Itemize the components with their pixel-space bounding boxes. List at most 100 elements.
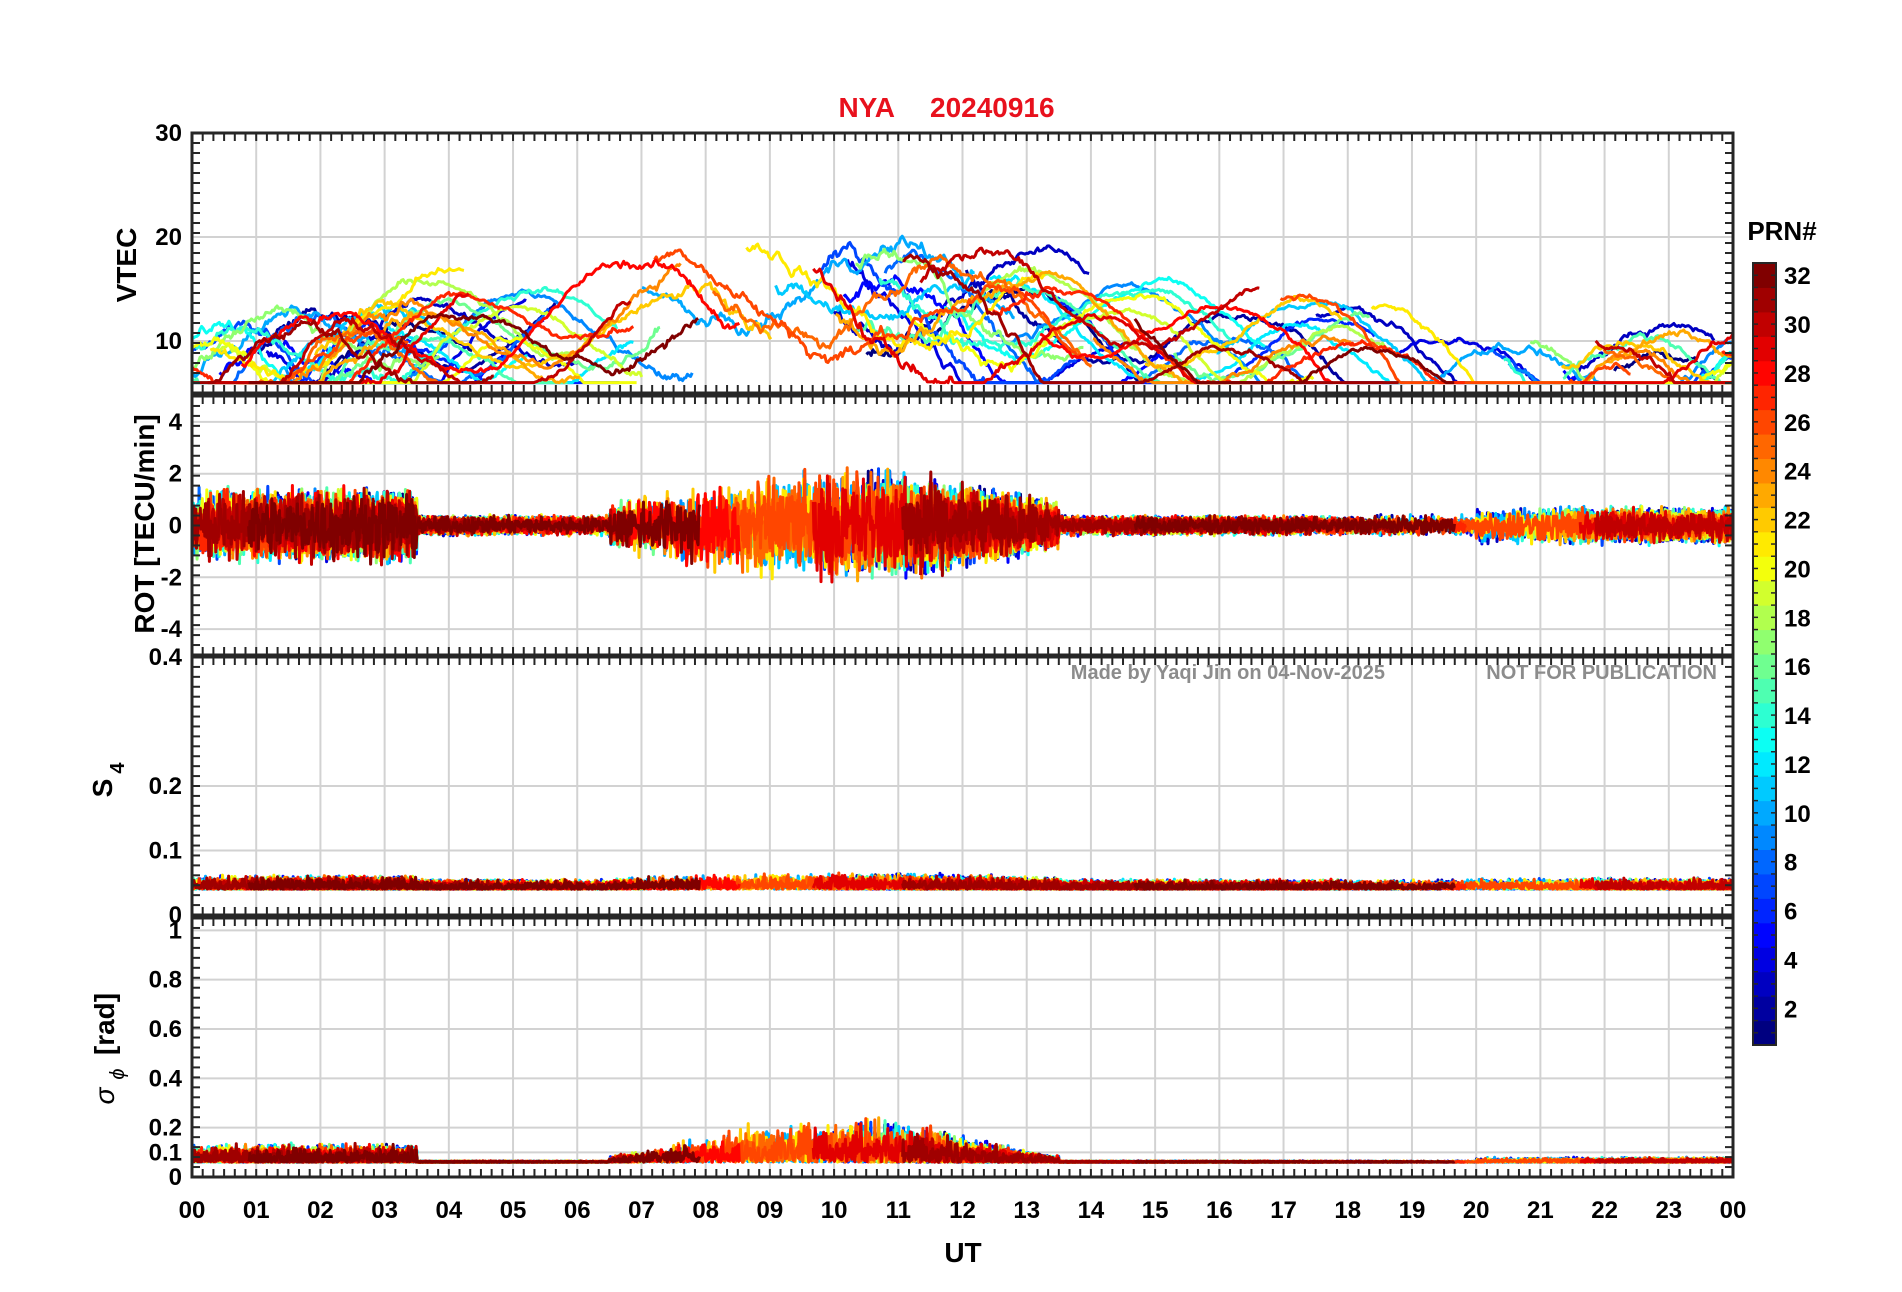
x-tick-label: 09	[757, 1197, 784, 1224]
rot-ylabel: ROT [TECU/min]	[129, 414, 160, 633]
x-tick-label: 23	[1655, 1197, 1682, 1224]
s4-ytick-label: 0.4	[149, 644, 183, 671]
s4-series-prn-32	[247, 874, 701, 891]
rot-series-prn-32	[247, 493, 701, 566]
x-tick-label: 17	[1270, 1197, 1297, 1224]
vtec-series-prn-30	[1594, 339, 1733, 385]
sigma-ytick-label: 1	[169, 917, 182, 944]
colorbar-swatch-prn-15	[1753, 678, 1776, 704]
colorbar-swatch-prn-11	[1753, 776, 1776, 802]
x-tick-label: 12	[949, 1197, 976, 1224]
colorbar-swatch-prn-28	[1753, 360, 1776, 386]
vtec-series-prn-17	[192, 304, 441, 373]
colorbar-tick-label: 26	[1784, 410, 1811, 437]
x-tick-label: 00	[179, 1197, 206, 1224]
colorbar-tick-label: 30	[1784, 312, 1811, 339]
vtec-series-prn-31	[902, 253, 1399, 385]
sigma-ytick-label: 0.2	[149, 1115, 182, 1142]
x-tick-label: 15	[1142, 1197, 1169, 1224]
vtec-series-prn-28	[240, 258, 741, 374]
colorbar-label: PRN#	[1747, 216, 1817, 246]
x-axis-label: UT	[944, 1237, 981, 1268]
vtec-series-prn-11	[774, 269, 975, 321]
vtec-series-prn-29	[1580, 333, 1733, 385]
colorbar-tick-label: 24	[1784, 459, 1811, 486]
colorbar-tick-label: 20	[1784, 556, 1811, 583]
colorbar-swatch-prn-21	[1753, 531, 1776, 557]
vtec-series-prn-27	[991, 285, 1465, 385]
x-tick-label: 19	[1399, 1197, 1426, 1224]
vtec-series-prn-32	[248, 312, 699, 385]
s4-ytick-label: 0	[169, 902, 182, 929]
rot-minor-ticks	[191, 395, 1734, 656]
colorbar-swatch-prn-31	[1753, 287, 1776, 313]
sigma-ylabel: σ ϕ [rad]	[89, 993, 129, 1105]
sigma-ytick-label: 0	[169, 1164, 182, 1191]
colorbar-tick-label: 6	[1784, 899, 1797, 926]
sigma-ylabel-unit: [rad]	[89, 993, 120, 1055]
sigma-ylabel-sub: ϕ	[107, 1068, 129, 1079]
colorbar-swatch-prn-22	[1753, 507, 1776, 533]
rot-ytick-label: 0	[169, 513, 182, 540]
watermark-notice: NOT FOR PUBLICATION	[1486, 662, 1717, 684]
x-tick-label: 18	[1334, 1197, 1361, 1224]
colorbar-tick-label: 32	[1784, 263, 1811, 290]
rot-series-group	[192, 466, 1733, 584]
colorbar-swatch-prn-2	[1753, 996, 1776, 1022]
vtec-series-prn-17	[855, 247, 1084, 362]
rot-ytick-label: 4	[169, 409, 183, 436]
rot-series-prn-30	[1594, 509, 1733, 544]
colorbar-swatch-prn-20	[1753, 556, 1776, 582]
colorbar-tick-label: 4	[1784, 947, 1798, 974]
colorbar-swatch-prn-29	[1753, 336, 1776, 362]
vtec-ylabel: VTEC	[111, 228, 142, 303]
vtec-series-prn-32	[1133, 317, 1455, 385]
vtec-series-prn-3	[832, 244, 1090, 354]
sigma-ytick-label: 0.8	[149, 967, 182, 994]
vtec-minor-ticks	[191, 132, 1734, 394]
colorbar-swatch-prn-27	[1753, 385, 1776, 411]
x-tick-label: 11	[886, 1197, 911, 1224]
x-tick-label: 06	[564, 1197, 591, 1224]
sigma-minor-ticks	[191, 917, 1734, 1178]
x-tick-label: 10	[821, 1197, 848, 1224]
colorbar-swatch-prn-24	[1753, 458, 1776, 484]
x-tick-labels: 00 01 02 03 04 05 06 07 08 09 10 11 12 13 14 15 16 17 18 19…	[179, 1197, 1747, 1224]
sigma-ylabel-symbol: σ	[89, 1086, 120, 1104]
sigma-grid	[191, 918, 1734, 1178]
colorbar-tick-label: 16	[1784, 654, 1811, 681]
x-tick-label: 05	[500, 1197, 527, 1224]
x-tick-label: 13	[1013, 1197, 1040, 1224]
s4-series-group	[192, 871, 1733, 891]
panel-rot	[191, 396, 1734, 655]
vtec-series-prn-22	[1560, 340, 1733, 385]
vtec-ytick-label: 10	[155, 328, 182, 355]
s4-minor-ticks	[191, 656, 1734, 916]
x-tick-label: 07	[628, 1197, 655, 1224]
vtec-series-prn-27	[1721, 350, 1732, 357]
x-tick-label: 00	[1720, 1197, 1747, 1224]
x-tick-label: 16	[1206, 1197, 1233, 1224]
title-station: NYA	[838, 92, 895, 123]
colorbar-tick-label: 22	[1784, 508, 1811, 535]
x-tick-label: 04	[435, 1197, 462, 1224]
title-date: 20240916	[930, 92, 1055, 123]
s4-ylabel: S 4	[87, 762, 129, 798]
colorbar-swatch-prn-9	[1753, 825, 1776, 850]
colorbar-tick-label: 10	[1784, 801, 1811, 828]
vtec-series-prn-30	[919, 246, 1260, 351]
rot-ytick-label: -2	[161, 564, 182, 591]
sigma-ytick-label: 0.6	[149, 1016, 182, 1043]
colorbar-tick-label: 18	[1784, 605, 1811, 632]
vtec-ytick-label: 20	[155, 224, 182, 251]
panel-vtec	[191, 132, 1734, 393]
x-tick-label: 14	[1078, 1197, 1105, 1224]
colorbar-tick-label: 8	[1784, 850, 1797, 877]
sigma-series-group	[192, 1116, 1733, 1164]
colorbar-swatch-prn-26	[1753, 409, 1776, 435]
x-tick-label: 08	[692, 1197, 719, 1224]
x-tick-label: 02	[307, 1197, 334, 1224]
x-tick-label: 20	[1463, 1197, 1490, 1224]
x-tick-label: 21	[1527, 1197, 1554, 1224]
